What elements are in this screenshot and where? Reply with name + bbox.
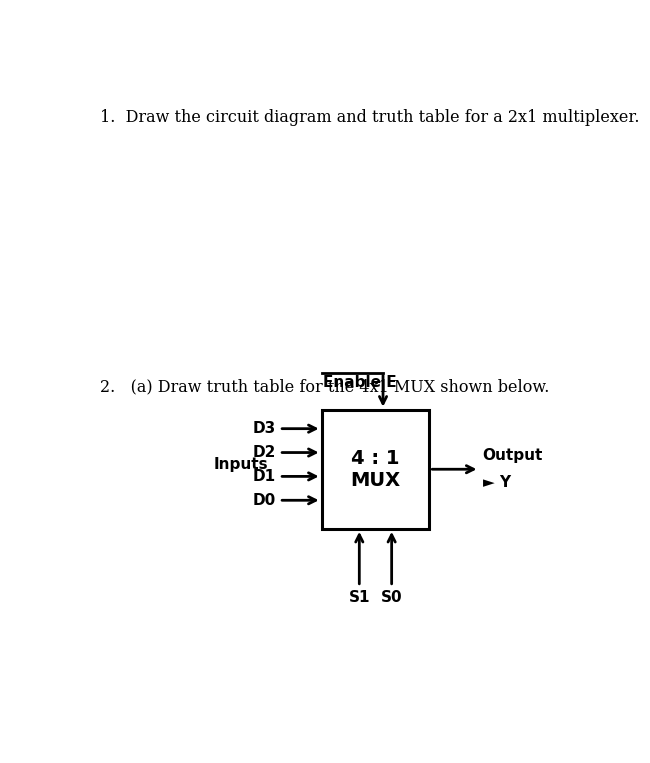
Text: D1: D1 — [253, 469, 276, 484]
Text: Output: Output — [482, 448, 543, 463]
Bar — [322, 410, 430, 529]
Text: 2.   (a) Draw truth table for the 4x1 MUX shown below.: 2. (a) Draw truth table for the 4x1 MUX … — [100, 378, 549, 396]
Text: Enable E: Enable E — [323, 375, 396, 390]
Text: 4 : 1: 4 : 1 — [351, 449, 400, 468]
Text: Inputs: Inputs — [214, 457, 268, 472]
Text: MUX: MUX — [350, 471, 400, 490]
Text: D2: D2 — [253, 445, 276, 460]
Text: D3: D3 — [253, 421, 276, 436]
Text: D0: D0 — [253, 493, 276, 507]
Text: 1.  Draw the circuit diagram and truth table for a 2x1 multiplexer.: 1. Draw the circuit diagram and truth ta… — [100, 109, 640, 126]
Text: S0: S0 — [381, 590, 402, 605]
Text: S1: S1 — [348, 590, 370, 605]
Text: ► Y: ► Y — [482, 475, 511, 491]
